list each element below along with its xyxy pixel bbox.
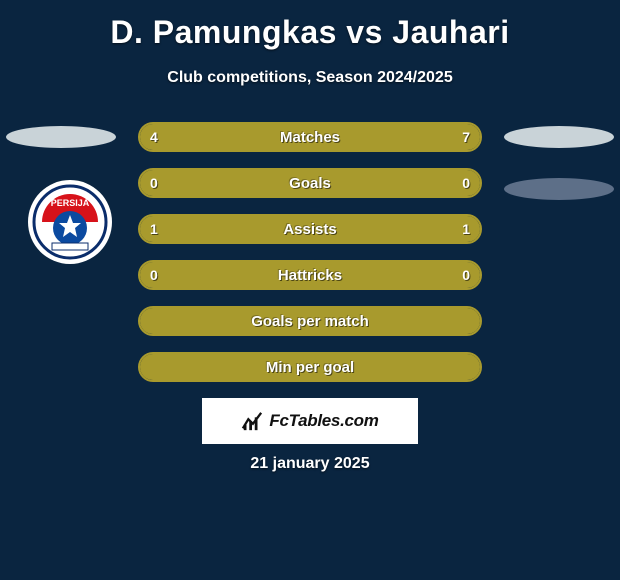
stat-bar: Hattricks0 0: [138, 260, 482, 290]
bar-label: Goals: [140, 170, 480, 196]
watermark: FcTables.com: [202, 398, 418, 444]
bar-value-right: 0: [462, 262, 470, 288]
page-subtitle: Club competitions, Season 2024/2025: [0, 69, 620, 87]
bar-label: Min per goal: [140, 354, 480, 380]
player-pill-right-2: [504, 178, 614, 200]
bar-label: Goals per match: [140, 308, 480, 334]
date-text: 21 january 2025: [0, 455, 620, 473]
player-pill-right-1: [504, 126, 614, 148]
compare-chart: Matches47Goals00Assists11Hattricks00Goal…: [138, 122, 482, 398]
stats-icon: [241, 410, 263, 432]
page-title: D. Pamungkas vs Jauhari: [0, 0, 620, 51]
bar-value-left: 0: [150, 170, 158, 196]
bar-value-left: 4: [150, 124, 158, 150]
bar-value-left: 1: [150, 216, 158, 242]
bar-value-right: 7: [462, 124, 470, 150]
stat-bar: Min per goal: [138, 352, 482, 382]
stat-bar: Goals per match: [138, 306, 482, 336]
club-badge-icon: PERSIJA: [28, 180, 112, 264]
bar-label: Matches: [140, 124, 480, 150]
stat-bar: Assists1 1: [138, 214, 482, 244]
bar-value-left: 0: [150, 262, 158, 288]
stat-bar: Goals0 0: [138, 168, 482, 198]
bar-value-right: 1: [462, 216, 470, 242]
bar-value-right: 0: [462, 170, 470, 196]
stat-bar: Matches4 7: [138, 122, 482, 152]
watermark-text: FcTables.com: [269, 411, 378, 431]
club-badge-left: PERSIJA: [28, 180, 112, 264]
player-pill-left: [6, 126, 116, 148]
bar-label: Assists: [140, 216, 480, 242]
bar-label: Hattricks: [140, 262, 480, 288]
svg-text:PERSIJA: PERSIJA: [51, 198, 90, 208]
